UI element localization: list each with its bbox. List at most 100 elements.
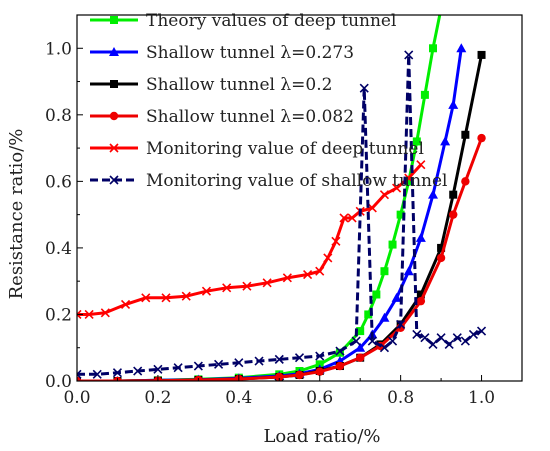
legend-label: Shallow tunnel λ=0.273 (146, 43, 354, 63)
data-point (234, 358, 244, 368)
data-point (440, 136, 451, 146)
data-point (242, 281, 252, 291)
data-point (380, 267, 389, 276)
series-line (77, 53, 483, 376)
legend-label: Theory values of deep tunnel (146, 11, 396, 31)
data-point (429, 44, 437, 53)
data-point (254, 356, 264, 366)
data-point (404, 50, 414, 60)
data-point (355, 342, 366, 352)
series-line (77, 54, 483, 381)
legend-marker (109, 111, 119, 121)
data-point (412, 137, 421, 146)
data-point (364, 310, 373, 319)
data-point (214, 359, 224, 369)
data-point (275, 372, 284, 381)
data-point (355, 353, 365, 362)
legend-entry: Shallow tunnel λ=0.273 (90, 43, 354, 63)
legend-label: Shallow tunnel λ=0.082 (146, 107, 354, 127)
x-tick-label: 0.2 (144, 388, 171, 408)
x-tick-label: 0.0 (63, 388, 90, 408)
legend-marker (110, 80, 118, 88)
legend-entry: Shallow tunnel λ=0.082 (90, 107, 354, 127)
data-point (420, 333, 430, 343)
legend-label: Monitoring value of shallow tunnel (146, 171, 447, 191)
y-tick-label: 0.0 (45, 372, 72, 392)
data-point (461, 177, 470, 186)
y-tick-label: 0.2 (45, 305, 72, 325)
data-point (331, 236, 341, 246)
data-point (367, 203, 377, 213)
data-point (437, 4, 445, 12)
data-point (274, 354, 284, 364)
data-point (133, 366, 143, 376)
data-point (412, 329, 422, 339)
series-6 (77, 50, 487, 379)
data-point (460, 336, 470, 346)
legend-entry: Monitoring value of deep tunnel (90, 139, 424, 159)
data-point (335, 361, 345, 371)
data-point (351, 336, 361, 346)
data-point (449, 210, 458, 219)
y-tick-label: 0.6 (45, 172, 72, 192)
data-point (84, 309, 94, 320)
x-tick-label: 1.0 (468, 388, 495, 408)
data-point (379, 343, 390, 353)
data-point (347, 213, 357, 223)
data-point (387, 336, 398, 346)
data-point (77, 309, 82, 320)
data-point (388, 240, 397, 249)
legend-marker (109, 143, 119, 153)
data-point (449, 190, 458, 199)
data-point (173, 363, 183, 373)
data-point (396, 210, 405, 219)
data-point (339, 213, 349, 223)
data-point (437, 243, 446, 252)
data-point (222, 283, 232, 293)
data-point (392, 183, 402, 193)
data-point (315, 367, 324, 376)
legend-label: Shallow tunnel λ=0.2 (146, 75, 332, 95)
legend-entry: Monitoring value of shallow tunnel (90, 171, 447, 191)
data-point (461, 130, 470, 139)
data-point (444, 339, 454, 349)
data-point (359, 83, 369, 93)
data-point (335, 346, 345, 356)
data-point (403, 266, 414, 276)
data-point (335, 348, 344, 357)
data-point (315, 351, 325, 361)
legend-marker (109, 47, 119, 56)
axes: 0.0 0.2 0.4 0.6 0.8 1.0 0.0 0.2 0.4 0.6 0.8 1.0 (45, 14, 523, 408)
data-point (294, 353, 305, 363)
legend-label: Monitoring value of deep tunnel (146, 139, 424, 159)
plot-frame (76, 14, 523, 382)
data-point (193, 361, 203, 371)
data-point (416, 296, 426, 306)
data-point (153, 364, 163, 374)
data-point (120, 299, 131, 310)
data-point (77, 376, 82, 381)
data-point (452, 333, 462, 343)
y-tick-label: 0.8 (45, 106, 72, 126)
data-point (92, 369, 102, 379)
data-point (415, 232, 426, 242)
data-point (77, 369, 82, 379)
data-point (141, 293, 151, 303)
data-point (476, 326, 487, 336)
data-point (428, 339, 438, 349)
series-5 (77, 160, 426, 320)
data-point (436, 253, 446, 263)
x-axis-title: Load ratio/% (263, 426, 380, 447)
y-tick-label: 1.0 (45, 39, 72, 59)
data-point (161, 293, 171, 303)
data-point (379, 312, 390, 322)
data-point (303, 269, 313, 280)
data-point (477, 133, 486, 143)
data-point (456, 43, 467, 53)
data-point (100, 308, 110, 318)
legend-entry: Shallow tunnel λ=0.2 (90, 75, 332, 95)
legend: Theory values of deep tunnel Shallow tunn… (90, 11, 447, 191)
legend-entry: Theory values of deep tunnel (90, 11, 396, 31)
data-point (468, 329, 479, 339)
